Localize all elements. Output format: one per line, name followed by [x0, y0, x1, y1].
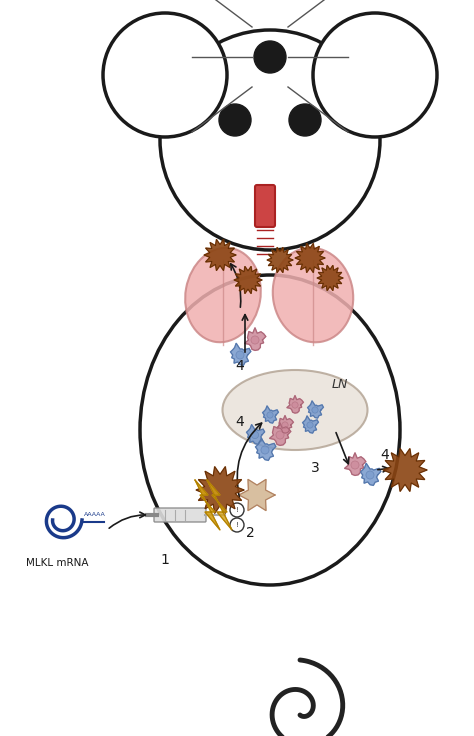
- Polygon shape: [302, 416, 319, 433]
- FancyBboxPatch shape: [255, 185, 275, 227]
- Circle shape: [261, 446, 269, 454]
- Circle shape: [312, 407, 318, 413]
- Circle shape: [251, 336, 259, 344]
- Polygon shape: [361, 463, 381, 485]
- Text: 4: 4: [381, 448, 389, 462]
- Polygon shape: [345, 453, 366, 475]
- Polygon shape: [263, 406, 278, 423]
- Ellipse shape: [140, 275, 400, 585]
- Circle shape: [307, 422, 313, 428]
- Polygon shape: [255, 438, 276, 461]
- Text: AAAAA: AAAAA: [84, 512, 106, 517]
- Text: 4: 4: [236, 415, 245, 429]
- Circle shape: [292, 402, 298, 408]
- Polygon shape: [230, 343, 251, 365]
- Text: !: !: [236, 522, 238, 528]
- Text: !: !: [236, 507, 238, 513]
- Polygon shape: [287, 395, 303, 413]
- Text: MLKL mRNA: MLKL mRNA: [26, 558, 88, 568]
- Circle shape: [230, 503, 244, 517]
- Polygon shape: [245, 328, 266, 350]
- Polygon shape: [204, 239, 236, 271]
- Text: 1: 1: [161, 553, 169, 567]
- Text: 3: 3: [310, 461, 319, 475]
- Circle shape: [254, 41, 286, 73]
- Circle shape: [289, 104, 321, 136]
- Circle shape: [276, 431, 284, 439]
- Polygon shape: [195, 480, 220, 530]
- Polygon shape: [196, 467, 244, 514]
- Circle shape: [103, 13, 227, 137]
- Circle shape: [282, 422, 288, 428]
- Polygon shape: [308, 401, 323, 418]
- Circle shape: [251, 431, 259, 439]
- Ellipse shape: [273, 248, 353, 342]
- Polygon shape: [246, 425, 264, 445]
- Polygon shape: [277, 416, 293, 433]
- Polygon shape: [207, 480, 232, 530]
- Polygon shape: [383, 448, 427, 492]
- Text: 4: 4: [236, 359, 245, 373]
- Polygon shape: [317, 265, 343, 291]
- Polygon shape: [234, 266, 262, 294]
- Polygon shape: [239, 479, 275, 511]
- Circle shape: [219, 104, 251, 136]
- Text: LN: LN: [332, 378, 348, 392]
- Circle shape: [267, 412, 273, 418]
- Text: 2: 2: [246, 526, 255, 540]
- FancyBboxPatch shape: [154, 508, 206, 522]
- Circle shape: [313, 13, 437, 137]
- Ellipse shape: [185, 248, 261, 342]
- Circle shape: [236, 351, 244, 359]
- Ellipse shape: [222, 370, 367, 450]
- Polygon shape: [270, 422, 291, 445]
- Circle shape: [366, 471, 374, 479]
- Circle shape: [351, 461, 359, 469]
- Circle shape: [230, 518, 244, 532]
- Polygon shape: [295, 244, 325, 272]
- Circle shape: [160, 30, 380, 250]
- Polygon shape: [267, 247, 293, 272]
